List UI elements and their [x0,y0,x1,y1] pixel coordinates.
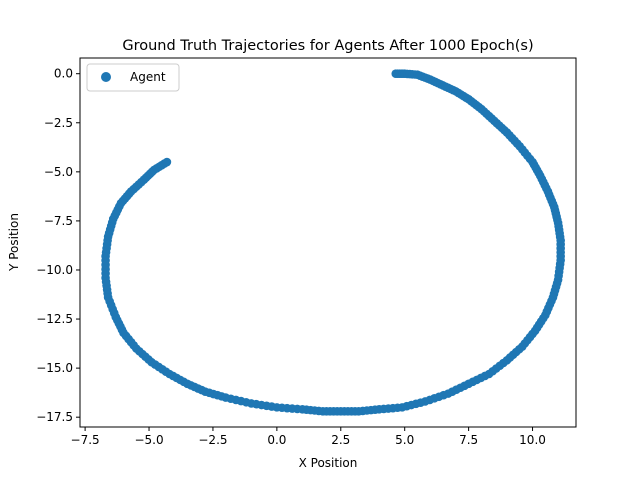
y-tick-label: −15.0 [36,361,73,375]
y-tick-label: −10.0 [36,263,73,277]
y-tick-label: −7.5 [44,214,73,228]
chart-title: Ground Truth Trajectories for Agents Aft… [122,38,533,54]
legend-box [86,63,180,92]
legend-label: Agent [130,70,166,84]
x-tick-label: 5.0 [395,433,414,447]
legend: Agent [86,63,180,92]
y-tick-label: 0.0 [54,67,73,81]
x-tick-label: 0.0 [267,433,286,447]
y-tick-label: −12.5 [36,312,73,326]
y-axis-label: Y Position [7,213,21,272]
x-tick-label: −2.5 [198,433,227,447]
x-tick-label: 10.0 [519,433,546,447]
legend-marker [101,72,111,82]
x-tick-label: −7.5 [71,433,100,447]
data-points [101,69,565,416]
axis-ticks: −7.5 −5.0 −2.5 0.0 2.5 5.0 7.5 10.0 0.0 −2.5 −5.0 −… [36,67,546,447]
plot-frame [79,57,577,428]
x-tick-label: 7.5 [459,433,478,447]
x-tick-label: −5.0 [134,433,163,447]
x-axis-label: X Position [299,456,358,470]
y-tick-label: −5.0 [44,165,73,179]
plot-area [80,58,576,427]
y-tick-label: −2.5 [44,116,73,130]
data-point [162,157,172,167]
y-tick-label: −17.5 [36,410,73,424]
x-tick-label: 2.5 [331,433,350,447]
